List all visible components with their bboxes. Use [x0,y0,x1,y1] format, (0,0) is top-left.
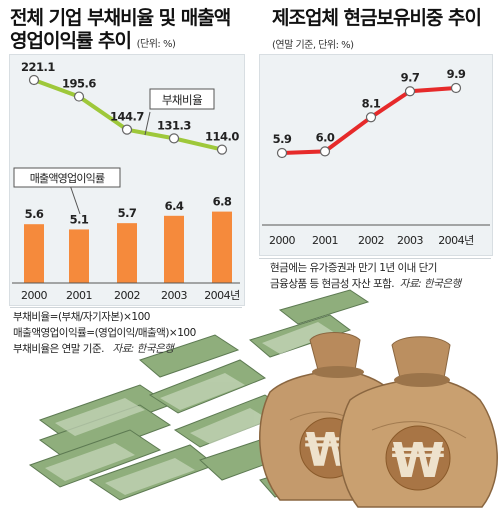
left-notes-divider [10,307,242,308]
left-note-2: 매출액영업이익률=(영업이익/매출액)×100 [13,327,196,339]
banknote-stack-icon [28,289,370,501]
left-notes: 부채비율=(부채/자기자본)×100 매출액영업이익률=(영업이익/매출액)×1… [13,309,196,357]
left-note-3: 부채비율은 연말 기준. [13,343,104,355]
right-notes-divider [259,258,491,259]
right-chart-title: 제조업체 현금보유비중 추이 [272,7,482,29]
left-title-line1: 전체 기업 부채비율 및 매출액 [10,7,231,29]
right-source: 자료: 한국은행 [399,278,461,290]
right-notes: 현금에는 유가증권과 만기 1년 이내 단기 금융상품 등 현금성 자산 포함.… [270,260,461,292]
left-title-line2: 영업이익률 추이 [10,30,132,52]
left-source: 자료: 한국은행 [112,343,174,355]
left-chart-title: 전체 기업 부채비율 및 매출액 영업이익률 추이 (단위: %) [10,7,231,56]
left-unit-label: (단위: %) [136,39,176,50]
right-unit-label: (연말 기준, 단위: %) [272,40,354,51]
right-note-2: 금융상품 등 현금성 자산 포함. [270,278,395,290]
left-note-1: 부채비율=(부채/자기자본)×100 [13,311,150,323]
won-money-bag-icon: ₩ [338,336,498,508]
right-note-1: 현금에는 유가증권과 만기 1년 이내 단기 [270,262,437,274]
svg-text:₩: ₩ [392,433,445,489]
